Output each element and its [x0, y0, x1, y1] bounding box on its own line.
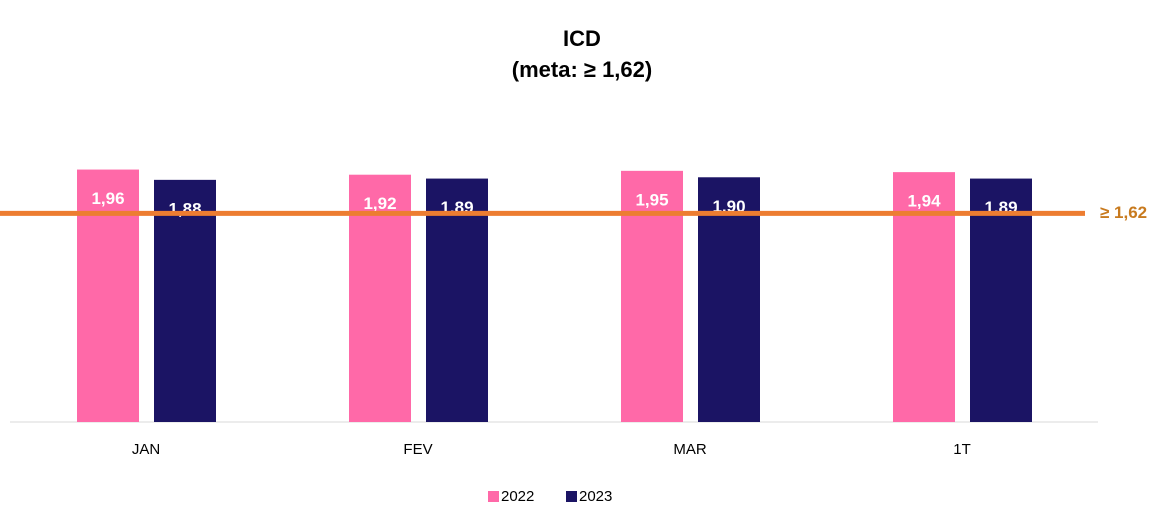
x-tick-label: MAR — [673, 441, 707, 458]
x-tick-label: JAN — [132, 441, 160, 458]
x-tick-label: FEV — [403, 441, 432, 458]
bar — [349, 174, 411, 422]
legend-swatch — [488, 491, 499, 502]
data-label: 1,96 — [91, 189, 124, 208]
reference-label: ≥ 1,62 — [1100, 203, 1147, 222]
legend-swatch — [566, 491, 577, 502]
data-label: 1,94 — [907, 192, 941, 211]
bar — [154, 179, 216, 422]
bar — [970, 178, 1032, 422]
bar — [426, 178, 488, 422]
x-tick-label: 1T — [953, 441, 971, 458]
legend-label: 2023 — [579, 488, 612, 505]
data-label: 1,92 — [363, 194, 396, 213]
chart-title: ICD — [563, 26, 601, 51]
data-label: 1,95 — [635, 190, 668, 209]
legend-label: 2022 — [501, 488, 534, 505]
chart-subtitle: (meta: ≥ 1,62) — [512, 57, 652, 82]
bar — [698, 177, 760, 422]
